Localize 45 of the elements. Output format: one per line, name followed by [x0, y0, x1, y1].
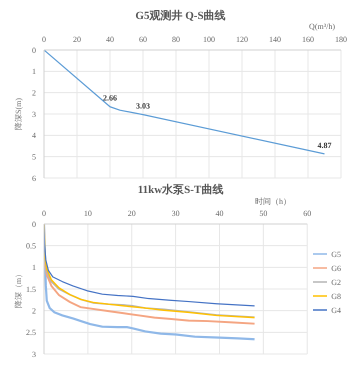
- legend-label: G8: [331, 292, 341, 300]
- x-tick-label: 180: [335, 35, 347, 44]
- y-tick-label: 2: [32, 306, 36, 316]
- x-tick-label: 20: [128, 209, 136, 218]
- x-axis-title: Q(m³/h): [309, 22, 335, 31]
- y-tick-label: 5: [32, 152, 36, 162]
- data-label: 2.66: [103, 94, 117, 103]
- y-axis-title: 降深（m）: [14, 270, 23, 308]
- data-label: 3.03: [136, 102, 150, 111]
- y-tick-label: 0.5: [26, 242, 36, 251]
- x-tick-label: 120: [236, 35, 248, 44]
- data-label: 4.87: [318, 140, 332, 150]
- x-tick-label: 80: [172, 35, 180, 44]
- x-tick-label: 40: [215, 209, 224, 218]
- x-tick-label: 30: [172, 209, 180, 218]
- y-tick-label: 6: [32, 174, 36, 183]
- x-tick-label: 60: [139, 35, 147, 44]
- legend-label: G2: [331, 278, 341, 286]
- y-tick-label: 2: [32, 88, 36, 98]
- x-tick-label: 60: [303, 209, 312, 218]
- y-tick-label: 3: [32, 110, 36, 119]
- y-axis-title: 降深S(m): [14, 98, 23, 130]
- chart-title: G5观测井 Q-S曲线: [134, 8, 227, 22]
- y-tick-label: 2.5: [26, 328, 36, 338]
- y-tick-label: 1: [32, 67, 36, 76]
- legend-label: G4: [331, 306, 341, 314]
- x-tick-label: 50: [259, 209, 268, 218]
- x-tick-label: 100: [203, 35, 215, 44]
- y-tick-label: 0: [32, 220, 36, 229]
- legend-label: G5: [331, 250, 341, 258]
- x-tick-label: 160: [302, 35, 314, 44]
- x-tick-label: 10: [84, 209, 92, 218]
- x-tick-label: 20: [73, 35, 81, 44]
- y-tick-label: 0: [32, 46, 36, 55]
- x-tick-label: 140: [269, 35, 281, 44]
- x-tick-label: 40: [106, 35, 114, 44]
- y-tick-label: 4: [32, 131, 36, 140]
- x-tick-label: 0: [42, 209, 46, 218]
- legend-label: G6: [331, 264, 341, 272]
- chart-title: 11kw水泵S-T曲线: [136, 182, 224, 196]
- x-axis-title: 时间（h）: [255, 196, 291, 207]
- x-tick-label: 0: [42, 35, 46, 44]
- y-tick-label: 1.5: [26, 284, 36, 294]
- y-tick-label: 1: [32, 263, 36, 272]
- y-tick-label: 3: [32, 350, 36, 359]
